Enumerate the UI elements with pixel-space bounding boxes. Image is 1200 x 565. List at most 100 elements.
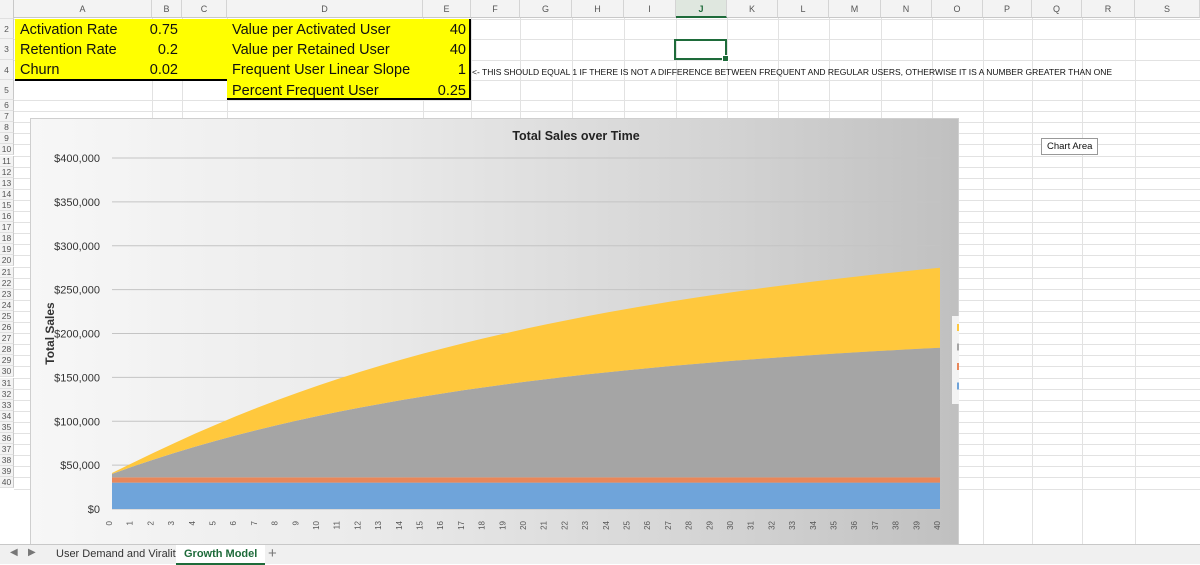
column-header-b[interactable]: B — [152, 0, 182, 18]
x-tick-label: 2 — [146, 520, 155, 525]
y-axis-label: Total Sales — [43, 302, 57, 365]
x-tick-label: 37 — [871, 520, 880, 529]
slope-note[interactable]: <- THIS SHOULD EQUAL 1 IF THERE IS NOT A… — [472, 67, 1113, 77]
column-header-h[interactable]: H — [572, 0, 624, 18]
row-header-20[interactable]: 20 — [0, 255, 14, 267]
row-header-22[interactable]: 22 — [0, 277, 14, 289]
activation-rate-label[interactable]: Activation Rate — [20, 22, 118, 38]
x-tick-label: 3 — [167, 520, 176, 525]
column-header-e[interactable]: E — [423, 0, 471, 18]
row-header-23[interactable]: 23 — [0, 288, 14, 300]
column-header-d[interactable]: D — [227, 0, 423, 18]
row-header-24[interactable]: 24 — [0, 299, 14, 311]
parameter-block-right — [227, 80, 471, 100]
column-header-f[interactable]: F — [471, 0, 520, 18]
row-header-21[interactable]: 21 — [0, 266, 14, 278]
row-header-37[interactable]: 37 — [0, 444, 14, 456]
row-header-29[interactable]: 29 — [0, 355, 14, 367]
x-tick-label: 20 — [519, 520, 528, 529]
row-header-17[interactable]: 17 — [0, 222, 14, 234]
next-sheet-icon[interactable]: ▶ — [28, 547, 36, 558]
x-tick-label: 10 — [312, 520, 321, 529]
x-tick-label: 0 — [105, 520, 114, 525]
retention-rate-label[interactable]: Retention Rate — [20, 42, 117, 58]
column-header-g[interactable]: G — [520, 0, 572, 18]
value-per-retained-value[interactable]: 40 — [449, 42, 466, 58]
y-tick-label: $300,000 — [54, 241, 100, 253]
activation-rate-value[interactable]: 0.75 — [149, 22, 178, 38]
row-header-33[interactable]: 33 — [0, 399, 14, 411]
row-header-26[interactable]: 26 — [0, 322, 14, 334]
column-header-l[interactable]: L — [778, 0, 829, 18]
row-header-36[interactable]: 36 — [0, 433, 14, 445]
column-header-n[interactable]: N — [881, 0, 932, 18]
x-tick-label: 27 — [664, 520, 673, 529]
retention-rate-value[interactable]: 0.2 — [157, 42, 178, 58]
row-header-11[interactable]: 11 — [0, 155, 14, 167]
row-header-38[interactable]: 38 — [0, 455, 14, 467]
column-header-o[interactable]: O — [932, 0, 983, 18]
x-tick-label: 38 — [892, 520, 901, 529]
add-sheet-icon[interactable]: + — [268, 545, 277, 562]
column-header-m[interactable]: M — [829, 0, 881, 18]
row-header-16[interactable]: 16 — [0, 211, 14, 223]
row-header-31[interactable]: 31 — [0, 377, 14, 389]
x-tick-label: 26 — [643, 520, 652, 529]
column-header-p[interactable]: P — [983, 0, 1032, 18]
value-per-retained-label[interactable]: Value per Retained User — [232, 42, 390, 58]
x-tick-label: 17 — [457, 520, 466, 529]
row-header-1[interactable] — [0, 12, 14, 19]
row-header-14[interactable]: 14 — [0, 188, 14, 200]
row-header-7[interactable]: 7 — [0, 111, 14, 123]
row-header-10[interactable]: 10 — [0, 144, 14, 156]
row-header-40[interactable]: 40 — [0, 477, 14, 489]
column-header-q[interactable]: Q — [1032, 0, 1082, 18]
parameter-block-border-right — [469, 19, 471, 80]
x-tick-label: 28 — [685, 520, 694, 529]
row-header-18[interactable]: 18 — [0, 233, 14, 245]
row-header-8[interactable]: 8 — [0, 122, 14, 134]
row-header-28[interactable]: 28 — [0, 344, 14, 356]
percent-frequent-value[interactable]: 0.25 — [437, 83, 466, 99]
row-header-6[interactable]: 6 — [0, 100, 14, 112]
churn-label[interactable]: Churn — [20, 62, 60, 78]
row-header-3[interactable]: 3 — [0, 39, 14, 60]
row-header-27[interactable]: 27 — [0, 333, 14, 345]
total-sales-chart[interactable]: Total Sales over Time Total Sales $0 $50,00… — [30, 118, 959, 544]
column-header-i[interactable]: I — [624, 0, 676, 18]
frequent-slope-value[interactable]: 1 — [457, 62, 466, 78]
row-header-32[interactable]: 32 — [0, 388, 14, 400]
column-header-s[interactable]: S — [1135, 0, 1200, 18]
row-header-34[interactable]: 34 — [0, 410, 14, 422]
row-header-39[interactable]: 39 — [0, 466, 14, 478]
row-header-5[interactable]: 5 — [0, 80, 14, 100]
column-header-c[interactable]: C — [182, 0, 227, 18]
column-header-j[interactable]: J — [676, 0, 727, 18]
row-header-12[interactable]: 12 — [0, 166, 14, 178]
value-per-activated-label[interactable]: Value per Activated User — [232, 22, 391, 38]
churn-value[interactable]: 0.02 — [149, 62, 178, 78]
legend-swatch — [957, 324, 959, 331]
row-header-2[interactable]: 2 — [0, 19, 14, 39]
x-tick-label: 18 — [478, 520, 487, 529]
x-tick-label: 30 — [726, 520, 735, 529]
value-per-activated-value[interactable]: 40 — [449, 22, 466, 38]
row-header-25[interactable]: 25 — [0, 310, 14, 322]
column-header-a[interactable]: A — [14, 0, 152, 18]
row-header-30[interactable]: 30 — [0, 366, 14, 378]
row-header-35[interactable]: 35 — [0, 421, 14, 433]
row-header-19[interactable]: 19 — [0, 244, 14, 256]
previous-sheet-icon[interactable]: ◀ — [10, 547, 18, 558]
column-header-k[interactable]: K — [727, 0, 778, 18]
row-header-13[interactable]: 13 — [0, 177, 14, 189]
frequent-slope-label[interactable]: Frequent User Linear Slope — [232, 62, 411, 78]
selected-cell-j3[interactable] — [674, 39, 729, 62]
row-header-4[interactable]: 4 — [0, 60, 14, 80]
percent-frequent-label[interactable]: Percent Frequent User — [232, 83, 379, 99]
tab-growth-model[interactable]: Growth Model — [176, 545, 266, 565]
row-header-9[interactable]: 9 — [0, 133, 14, 145]
column-header-r[interactable]: R — [1082, 0, 1135, 18]
row-header-15[interactable]: 15 — [0, 199, 14, 211]
tab-user-demand-and-virality[interactable]: User Demand and Virality — [56, 548, 182, 560]
